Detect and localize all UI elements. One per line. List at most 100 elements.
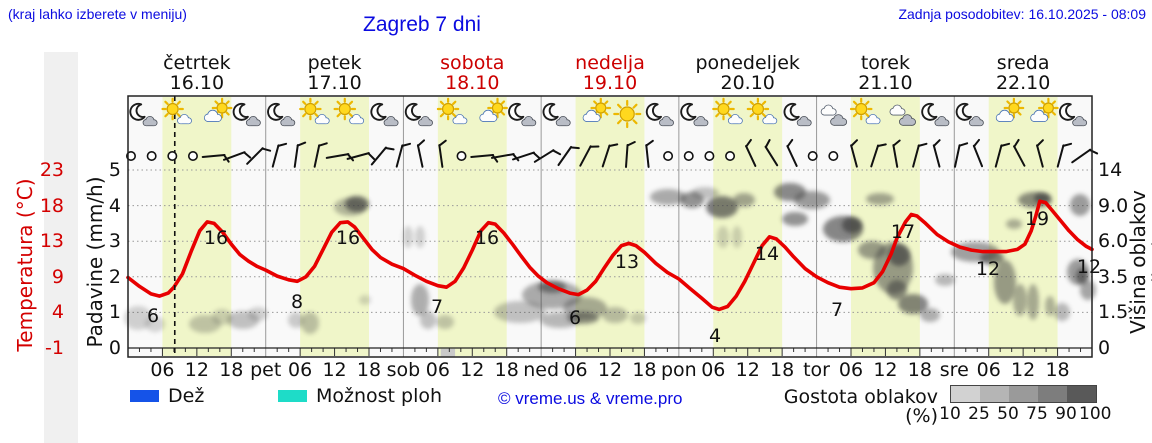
last-update: Zadnja posodobitev: 16.10.2025 - 08:09 — [898, 6, 1146, 22]
cloud-axis-tick: 0 — [1098, 337, 1111, 359]
weather-icon-moon-cloud — [232, 102, 261, 127]
temp-value-label: 14 — [754, 243, 780, 265]
time-tick-label: 18 — [1045, 359, 1070, 381]
density-segment — [951, 386, 980, 402]
temp-value-label: 7 — [830, 299, 844, 321]
weather-icon-moon-cloud — [370, 102, 399, 127]
day-date: 18.10 — [445, 72, 500, 94]
rain-legend-label: Dež — [168, 385, 205, 407]
weather-icon-cloud-sun — [203, 97, 233, 122]
weather-icon-sun-cloud — [746, 97, 778, 125]
temp-value-label: 16 — [203, 227, 229, 249]
weather-icon-moon-cloud — [404, 102, 433, 127]
day-date: 19.10 — [582, 72, 638, 94]
time-tick-label: 18 — [770, 359, 795, 381]
day-name: torek — [860, 52, 910, 74]
day-name: nedelja — [575, 52, 645, 74]
weather-icon-moon-cloud — [267, 102, 296, 127]
density-tick-label: 50 — [997, 404, 1019, 424]
temp-axis-tick: 4 — [51, 301, 64, 324]
temp-value-label: 12 — [1076, 256, 1102, 278]
time-tick-label: 06 — [425, 359, 450, 381]
day-name: ponedeljek — [695, 52, 800, 74]
time-tick-label: 18 — [494, 359, 519, 381]
day-name: sobota — [440, 52, 505, 74]
time-tick-label: 12 — [597, 359, 623, 381]
time-day-abbrev: sre — [939, 359, 969, 381]
time-tick-label: 06 — [563, 359, 588, 381]
weather-icon-sun-cloud — [849, 97, 881, 125]
temp-axis-tick: 9 — [51, 265, 64, 288]
cloud-axis-tick: 14 — [1098, 159, 1123, 181]
time-tick-label: 18 — [907, 359, 932, 381]
temp-axis-tick: 13 — [39, 230, 64, 253]
weather-icon-moon-cloud — [645, 102, 674, 127]
day-name: sreda — [996, 52, 1050, 74]
temp-value-label: 16 — [335, 227, 361, 249]
weather-icon-sun-cloud — [712, 97, 743, 125]
precip-axis-tick: 1 — [108, 301, 121, 324]
left-axis-strip — [44, 52, 78, 443]
temp-value-label: 8 — [290, 291, 304, 313]
density-segment — [980, 386, 1009, 402]
cloud-axis-tick: 3.5 — [1098, 265, 1129, 288]
day-date: 16.10 — [169, 72, 225, 94]
weather-icon-moon-cloud — [1059, 102, 1088, 127]
day-name: petek — [307, 52, 362, 74]
time-tick-label: 06 — [150, 359, 175, 381]
copyright-link[interactable]: © vreme.us & vreme.pro — [498, 389, 683, 408]
day-date: 21.10 — [858, 72, 913, 94]
density-tick-label: 100 — [1079, 404, 1112, 424]
day-date: 20.10 — [720, 72, 775, 94]
weather-icon-moon-cloud — [680, 102, 709, 127]
weather-icon-sun-cloud — [333, 97, 365, 125]
weather-icon-moon-cloud — [542, 102, 571, 127]
time-day-abbrev: ned — [523, 359, 560, 381]
weather-icon-sun-cloud — [299, 97, 330, 125]
time-tick-label: 12 — [735, 359, 760, 381]
weather-icon-cloud-sun — [995, 97, 1025, 122]
weather-icon-cloud-sun — [1030, 97, 1059, 122]
temp-value-label: 12 — [975, 258, 1001, 280]
showers-legend-swatch — [278, 390, 307, 402]
time-tick-label: 12 — [1011, 359, 1036, 381]
temp-axis-tick: 18 — [39, 194, 64, 217]
weather-icon-moon-cloud — [955, 102, 984, 127]
density-tick-label: 10 — [939, 404, 961, 424]
time-tick-label: 18 — [356, 359, 382, 381]
weather-icon-clouds — [889, 104, 916, 126]
density-tick-label: 90 — [1055, 404, 1077, 424]
weather-icon-cloud-sun — [582, 97, 612, 122]
temp-value-label: 6 — [568, 307, 582, 329]
time-tick-label: 12 — [873, 359, 898, 381]
weather-icon-sun-cloud — [436, 97, 468, 125]
cloud-axis-tick: 9.0 — [1098, 194, 1129, 217]
temp-value-label: 4 — [708, 325, 722, 347]
day-name: četrtek — [163, 52, 231, 74]
time-tick-label: 12 — [322, 359, 347, 381]
temp-value-label: 6 — [146, 305, 160, 327]
weather-icon-moon-cloud — [921, 102, 950, 127]
precip-axis-tick: 5 — [108, 159, 121, 181]
precip-axis-tick: 3 — [108, 230, 121, 253]
precip-axis-tick: 0 — [108, 337, 121, 359]
showers-legend-label: Možnost ploh — [316, 385, 443, 407]
temp-value-label: 7 — [430, 296, 444, 318]
time-tick-label: 06 — [288, 359, 313, 381]
density-segment — [1009, 386, 1038, 402]
weather-icon-sun-cloud — [161, 97, 192, 125]
page-title: Zagreb 7 dni — [363, 13, 481, 36]
time-day-abbrev: sob — [386, 359, 421, 381]
cloud-density-label: Gostota oblakov (%) — [783, 386, 938, 427]
time-day-abbrev: pet — [250, 359, 282, 381]
temp-value-label: 16 — [474, 227, 500, 249]
rain-legend-swatch — [130, 390, 159, 402]
precip-axis-tick: 4 — [108, 194, 121, 217]
time-tick-label: 06 — [701, 359, 726, 381]
time-tick-label: 18 — [632, 359, 657, 381]
density-segment — [1038, 386, 1067, 402]
weather-icon-moon-cloud — [783, 102, 812, 127]
time-tick-label: 18 — [219, 359, 244, 381]
time-day-abbrev: pon — [660, 359, 697, 381]
